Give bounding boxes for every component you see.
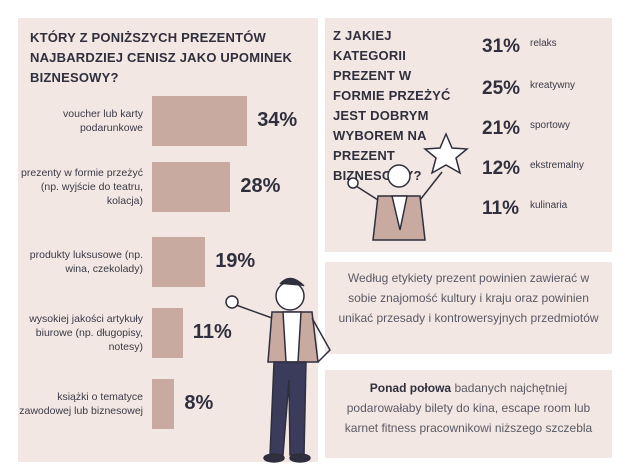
bar xyxy=(152,162,231,212)
note-box xyxy=(325,370,612,458)
category-label: książki o tematyce zawodowej lub bizneso… xyxy=(19,391,143,417)
category-label: voucher lub karty podarunkowe xyxy=(63,108,143,134)
category-label: sportowy xyxy=(530,120,571,131)
bar xyxy=(152,237,206,287)
category-label: kulinaria xyxy=(530,200,568,211)
note: Ponad połowa badanych najchętniej podaro… xyxy=(335,378,602,438)
value-label: 21% xyxy=(482,118,521,139)
bar xyxy=(152,308,183,358)
note-text: badanych najchętniej podarowałaby bilety… xyxy=(344,381,593,435)
category-label: relaks xyxy=(530,38,557,49)
value-label: 25% xyxy=(482,78,521,99)
category-label: produkty luksusowe (np. wina, czekolady) xyxy=(29,249,143,275)
category-label: prezenty w formie przeżyć (np. wyjście d… xyxy=(21,167,143,207)
note-box xyxy=(325,262,612,354)
category-label: kreatywny xyxy=(530,80,576,91)
value-label: 12% xyxy=(482,158,521,179)
bar xyxy=(152,379,175,429)
value-label: 34% xyxy=(257,109,298,131)
value-label: 19% xyxy=(215,250,256,272)
value-label: 11% xyxy=(192,321,232,343)
value-label: 31% xyxy=(482,36,521,57)
bar xyxy=(152,96,248,146)
ranking-title: Z JAKIEJ KATEGORII PREZENT W FORMIE PRZE… xyxy=(333,28,451,183)
category-label: wysokiej jakości artykuły biurowe (np. d… xyxy=(29,313,143,353)
value-label: 28% xyxy=(240,175,281,197)
value-label: 8% xyxy=(184,392,214,414)
category-label: ekstremalny xyxy=(530,160,584,171)
note: Według etykiety prezent powinien zawiera… xyxy=(338,271,599,325)
bar-title: KTÓRY Z PONIŻSZYCH PREZENTÓW NAJBARDZIEJ… xyxy=(30,30,293,85)
value-label: 11% xyxy=(482,198,519,219)
note-bold: Ponad połowa xyxy=(369,381,452,395)
